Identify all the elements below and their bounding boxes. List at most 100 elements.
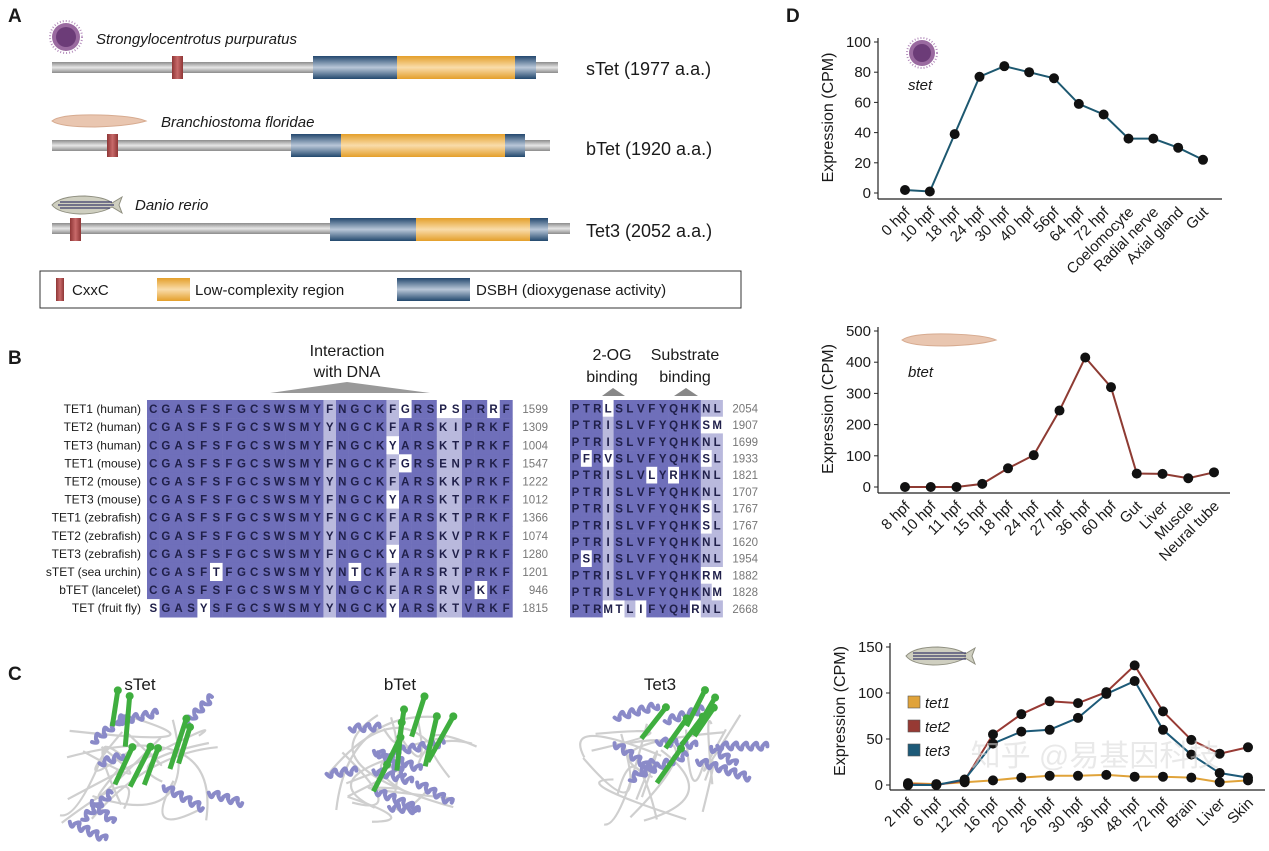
residue-cell — [235, 490, 249, 509]
alpha-helix — [627, 757, 656, 784]
residue: S — [288, 585, 296, 597]
residue: R — [477, 549, 486, 561]
residue-cell — [499, 454, 513, 473]
residue-cell — [613, 583, 625, 601]
protein-backbone — [52, 223, 570, 234]
residue-cell — [591, 516, 603, 534]
residue: V — [637, 504, 645, 516]
residue-cell — [235, 562, 249, 582]
data-point-tet2 — [1243, 742, 1253, 753]
data-point-tet2 — [1214, 748, 1225, 759]
residue: V — [637, 437, 645, 449]
residue-cell — [602, 533, 614, 551]
residue-cell — [348, 526, 362, 546]
residue: V — [464, 603, 472, 615]
residue-cell — [336, 526, 349, 546]
residue-cell — [474, 436, 488, 455]
residue-cell — [273, 526, 286, 546]
residue: Y — [313, 495, 321, 507]
residue-cell — [159, 490, 173, 509]
residue-cell — [260, 472, 274, 491]
residue: F — [225, 531, 232, 543]
alpha-helix — [67, 819, 109, 842]
residue-cell — [474, 490, 488, 509]
residue: P — [572, 437, 580, 449]
residue-cell — [386, 418, 400, 437]
data-point — [1054, 405, 1065, 416]
residue-cell — [310, 508, 324, 527]
residue: K — [691, 470, 700, 482]
residue: C — [363, 513, 371, 525]
residue-cell — [635, 583, 647, 601]
residue: C — [149, 440, 157, 452]
residue-cell — [474, 526, 488, 546]
residue: F — [503, 585, 510, 597]
residue-cell — [570, 516, 582, 534]
residue: K — [439, 422, 448, 434]
residue: F — [503, 476, 510, 488]
alignment-row: TET (fruit fly) S G A S Y S F G C S W S M Y Y N G C K Y A R S K T… — [72, 599, 548, 618]
beta-strand — [425, 715, 456, 763]
data-point-tet1 — [1044, 770, 1055, 781]
data-point — [1157, 468, 1168, 479]
dsbh-domain — [505, 134, 525, 157]
residue: G — [161, 440, 170, 452]
residue-cell — [373, 581, 387, 600]
annotation-substrate-line1: Substrate — [651, 347, 720, 364]
loop-coil — [66, 744, 209, 821]
residue: G — [237, 404, 246, 416]
residue: G — [161, 549, 170, 561]
data-point — [925, 482, 936, 492]
beta-strand-arrowhead — [113, 686, 122, 695]
residue: R — [593, 437, 602, 449]
residue-cell — [172, 508, 186, 527]
residue-cell — [310, 472, 324, 491]
residue-cell — [399, 544, 412, 564]
panel-c: C sTet bTet Tet3 — [8, 664, 770, 842]
residue-cell — [624, 516, 636, 534]
residue: S — [212, 603, 220, 615]
residue-cell — [222, 472, 236, 491]
data-point-tet2 — [1158, 706, 1168, 717]
alignment-row: P T R I S L V F Y Q H K N L 1699 — [570, 433, 758, 451]
residue: M — [603, 604, 613, 616]
residue-cell — [172, 526, 186, 546]
low-complexity-region — [341, 134, 505, 157]
residue-position: 1222 — [522, 476, 548, 488]
residue: S — [187, 440, 195, 452]
residue-cell — [172, 418, 186, 437]
residue-cell — [222, 544, 236, 564]
residue-cell — [613, 550, 625, 568]
residue: A — [174, 422, 182, 434]
residue-cell — [474, 508, 488, 527]
residue: F — [389, 458, 396, 470]
residue: S — [187, 513, 195, 525]
residue-cell — [580, 483, 593, 501]
residue-cell — [602, 583, 614, 601]
residue-cell — [613, 516, 625, 534]
alignment-row: P S R I S L V F Y Q H K N L 1954 — [570, 550, 759, 568]
lancelet-icon — [901, 333, 998, 347]
residue-cell — [260, 508, 274, 527]
residue-cell — [159, 508, 173, 527]
residue: S — [427, 549, 435, 561]
residue: L — [714, 453, 721, 465]
residue-cell — [474, 454, 488, 473]
residue: W — [274, 458, 285, 470]
residue-cell — [323, 562, 337, 582]
panel-letter-c: C — [8, 664, 22, 685]
residue-cell — [624, 600, 636, 618]
legend-label-dsbh: DSBH (dioxygenase activity) — [476, 282, 666, 299]
data-point — [1106, 382, 1116, 393]
residue-cell — [646, 516, 658, 534]
residue: Y — [659, 437, 667, 449]
residue: S — [212, 495, 220, 507]
residue: C — [363, 476, 371, 488]
residue-cell — [646, 416, 658, 434]
data-point-tet3 — [1243, 772, 1253, 783]
residue-cell — [348, 599, 362, 618]
residue: R — [477, 531, 486, 543]
residue-cell — [711, 433, 723, 451]
residue: Y — [326, 531, 334, 543]
residue: G — [350, 422, 359, 434]
